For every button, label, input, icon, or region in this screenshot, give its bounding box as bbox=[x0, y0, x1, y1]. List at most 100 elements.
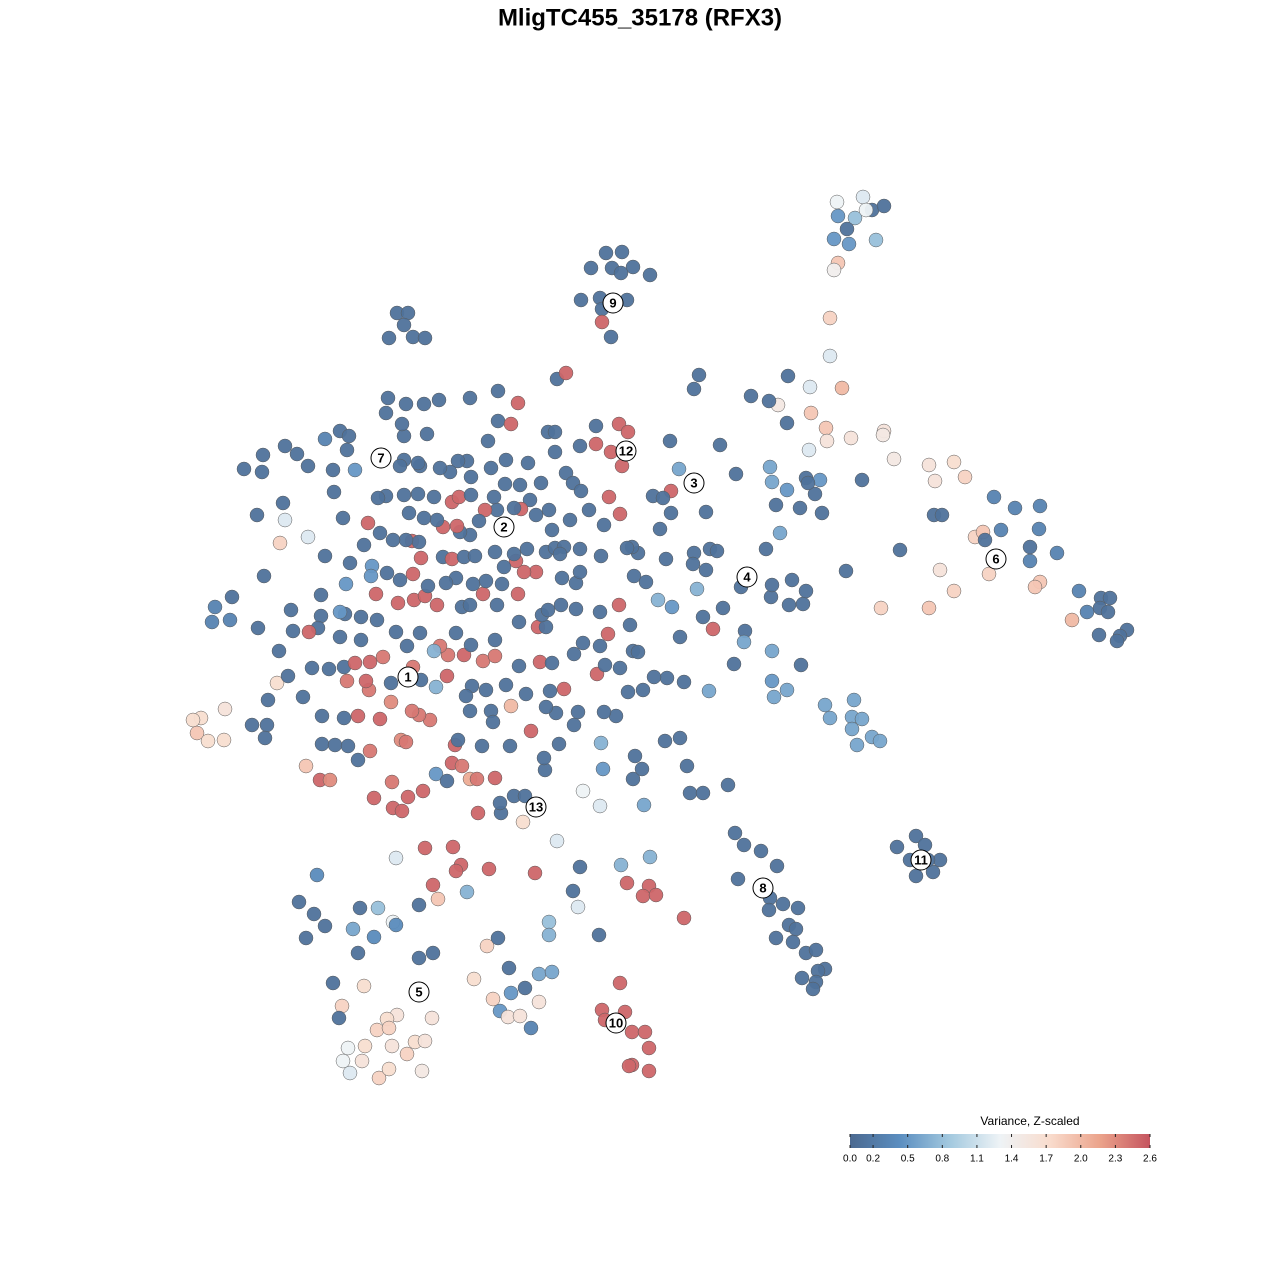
point bbox=[358, 673, 374, 689]
point bbox=[575, 635, 591, 651]
point bbox=[637, 1024, 653, 1040]
point bbox=[257, 730, 273, 746]
point bbox=[420, 578, 436, 594]
point bbox=[598, 245, 614, 261]
point bbox=[517, 788, 533, 804]
point bbox=[256, 568, 272, 584]
point bbox=[381, 330, 397, 346]
point bbox=[594, 314, 610, 330]
point bbox=[317, 548, 333, 564]
point bbox=[613, 857, 629, 873]
point bbox=[385, 532, 401, 548]
point bbox=[244, 717, 260, 733]
point bbox=[573, 483, 589, 499]
point bbox=[438, 575, 454, 591]
point bbox=[350, 945, 366, 961]
point bbox=[876, 198, 892, 214]
point bbox=[868, 232, 884, 248]
point bbox=[339, 673, 355, 689]
cluster-label-badge bbox=[408, 981, 430, 1003]
point bbox=[761, 902, 777, 918]
point bbox=[503, 985, 519, 1001]
point bbox=[412, 625, 428, 641]
colorbar: Variance, Z-scaled 0.0 0.2 0.5 0.8 1.1 1.4 1.7… bbox=[843, 1114, 1157, 1164]
point bbox=[200, 733, 216, 749]
point bbox=[934, 507, 950, 523]
point bbox=[454, 758, 470, 774]
point bbox=[400, 789, 416, 805]
point bbox=[271, 643, 287, 659]
point bbox=[715, 600, 731, 616]
point bbox=[388, 624, 404, 640]
point bbox=[486, 489, 502, 505]
point bbox=[743, 388, 759, 404]
point bbox=[727, 825, 743, 841]
point bbox=[921, 600, 937, 616]
point bbox=[547, 444, 563, 460]
point bbox=[527, 865, 543, 881]
point bbox=[277, 512, 293, 528]
point bbox=[489, 597, 505, 613]
point bbox=[801, 442, 817, 458]
point bbox=[596, 704, 612, 720]
point bbox=[362, 743, 378, 759]
point bbox=[921, 457, 937, 473]
point bbox=[849, 737, 865, 753]
point bbox=[469, 771, 485, 787]
point bbox=[375, 649, 391, 665]
point bbox=[506, 500, 522, 516]
cluster-label: 12 bbox=[619, 443, 633, 458]
point bbox=[622, 617, 638, 633]
point bbox=[345, 921, 361, 937]
point bbox=[1100, 604, 1116, 620]
point bbox=[426, 643, 442, 659]
point bbox=[283, 602, 299, 618]
point bbox=[334, 998, 350, 1014]
point bbox=[812, 472, 828, 488]
point bbox=[822, 310, 838, 326]
point bbox=[612, 506, 628, 522]
point bbox=[497, 476, 513, 492]
points-layer bbox=[185, 189, 1135, 1086]
point bbox=[709, 543, 725, 559]
point bbox=[822, 710, 838, 726]
point bbox=[627, 748, 643, 764]
point bbox=[366, 929, 382, 945]
point bbox=[369, 1022, 385, 1038]
point bbox=[619, 875, 635, 891]
point bbox=[588, 418, 604, 434]
cluster-label-badge bbox=[910, 849, 932, 871]
point bbox=[425, 877, 441, 893]
point bbox=[411, 534, 427, 550]
point bbox=[216, 732, 232, 748]
point bbox=[411, 897, 427, 913]
point bbox=[439, 773, 455, 789]
point bbox=[875, 427, 891, 443]
point bbox=[1091, 627, 1107, 643]
colorbar-tick-label: 1.4 bbox=[1005, 1154, 1019, 1165]
point bbox=[498, 677, 514, 693]
point bbox=[512, 477, 528, 493]
point bbox=[327, 737, 343, 753]
point bbox=[612, 975, 628, 991]
point bbox=[207, 599, 223, 615]
point bbox=[357, 1038, 373, 1054]
point bbox=[636, 797, 652, 813]
point bbox=[410, 486, 426, 502]
point bbox=[396, 317, 412, 333]
point bbox=[981, 566, 997, 582]
point bbox=[431, 392, 447, 408]
point bbox=[624, 1024, 640, 1040]
point bbox=[448, 625, 464, 641]
point bbox=[451, 489, 467, 505]
cluster-label-badge bbox=[752, 877, 774, 899]
point bbox=[458, 688, 474, 704]
point bbox=[726, 656, 742, 672]
point bbox=[502, 738, 518, 754]
point bbox=[549, 833, 565, 849]
point bbox=[432, 460, 448, 476]
point bbox=[946, 583, 962, 599]
point bbox=[465, 576, 481, 592]
point bbox=[378, 405, 394, 421]
